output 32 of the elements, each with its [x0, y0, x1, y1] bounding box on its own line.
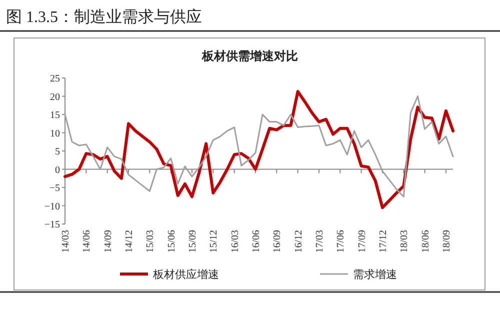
x-tick-label: 14/12: [124, 230, 135, 253]
x-tick-label: 16/09: [272, 230, 284, 253]
y-tick-label: −10: [44, 201, 60, 212]
y-tick-label: 15: [50, 110, 60, 121]
chart-title: 图 1.3.5：制造业需求与供应: [6, 8, 202, 26]
y-tick-label: 25: [50, 74, 60, 84]
x-tick-label: 15/03: [145, 230, 156, 253]
x-tick-label: 14/09: [102, 230, 114, 253]
y-tick-label: 10: [50, 128, 60, 140]
y-tick-label: −15: [44, 220, 60, 230]
y-tick-label: 5: [55, 146, 60, 158]
y-tick-label: −5: [49, 183, 60, 194]
x-tick-label: 15/06: [166, 230, 178, 253]
x-tick-label: 14/06: [82, 230, 93, 253]
chart-subtitle: 板材供需增速对比: [201, 49, 298, 63]
y-tick-label: 20: [50, 92, 60, 103]
x-tick-label: 15/09: [187, 230, 198, 253]
x-tick-label: 18/09: [441, 230, 452, 253]
x-tick-label: 16/12: [293, 230, 304, 253]
x-tick-label: 17/06: [336, 230, 347, 253]
legend-label: 板材供应增速: [152, 268, 219, 281]
x-tick-label: 17/03: [314, 230, 326, 253]
x-tick-label: 15/12: [208, 230, 220, 253]
x-tick-label: 17/09: [356, 230, 368, 253]
x-tick-label: 16/03: [230, 230, 241, 253]
x-tick-label: 18/03: [399, 230, 410, 253]
x-tick-label: 17/12: [378, 230, 389, 253]
y-tick-label: 0: [55, 164, 60, 176]
x-tick-label: 18/06: [420, 230, 432, 253]
legend-label: 需求增速: [353, 268, 397, 281]
x-tick-label: 14/03: [60, 230, 72, 253]
x-tick-label: 16/06: [250, 230, 262, 253]
